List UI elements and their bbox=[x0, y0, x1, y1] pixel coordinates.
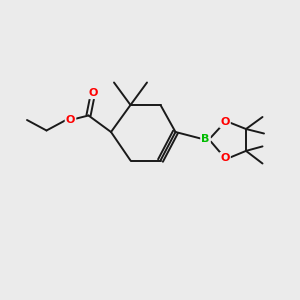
Text: O: O bbox=[220, 117, 230, 127]
Text: B: B bbox=[201, 134, 210, 145]
Text: O: O bbox=[88, 88, 98, 98]
Text: O: O bbox=[220, 153, 230, 163]
Text: O: O bbox=[66, 115, 75, 125]
